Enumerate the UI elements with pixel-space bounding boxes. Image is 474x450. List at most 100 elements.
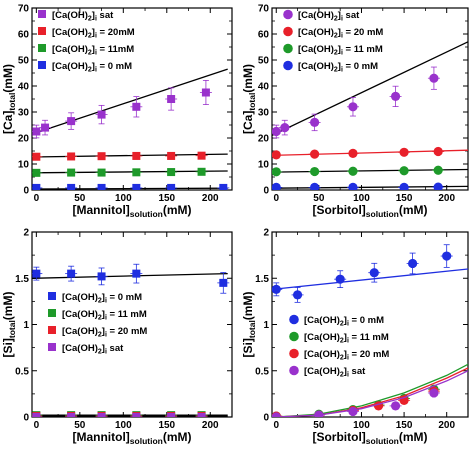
legend-label: [Ca(OH)2]i = 20 mM	[298, 27, 383, 40]
legend: [Ca(OH)2]i = 0 mM [Ca(OH)2]i = 11 mM [Ca(O…	[48, 292, 147, 356]
legend-label: [Ca(OH)2]i sat	[304, 366, 366, 379]
data-point	[348, 166, 358, 176]
legend-label: [Ca(OH)2]i sat	[298, 10, 360, 23]
legend-label: [Ca(OH)2]i = 20mM	[52, 27, 135, 40]
data-point	[67, 269, 76, 278]
data-point	[132, 102, 141, 111]
series-1	[32, 263, 230, 294]
data-point	[429, 73, 439, 83]
x-tick-label: 200	[438, 420, 455, 431]
series-1	[272, 244, 468, 303]
legend-label: [Ca(OH)2]i = 11 mM	[304, 332, 389, 345]
chart-panel-4: 0 0.5 1 1.5 2 0 50 100 150 200 [Sorbitol]solution(…	[241, 228, 469, 446]
y-tick-label: 20	[18, 134, 30, 145]
x-tick-label: 200	[202, 193, 219, 204]
legend-marker	[48, 326, 56, 334]
data-point	[67, 152, 76, 161]
x-tick-label: 0	[34, 420, 40, 431]
y-tick-label: 30	[258, 108, 270, 119]
series-3	[272, 165, 468, 177]
fit-line	[32, 170, 228, 174]
data-point	[97, 152, 106, 161]
y-tick-label: 20	[258, 134, 270, 145]
data-point	[197, 413, 206, 417]
data-point	[167, 168, 176, 177]
y-tick-label: 40	[258, 82, 270, 93]
data-point	[310, 166, 320, 177]
x-tick-label: 200	[438, 193, 455, 204]
legend-marker	[38, 61, 46, 69]
data-point	[132, 269, 141, 278]
data-point	[32, 269, 41, 278]
data-point	[197, 167, 206, 176]
data-point	[132, 168, 141, 177]
legend-label: [Ca(OH)2]i sat	[52, 10, 114, 23]
series-4	[272, 182, 468, 190]
series-1	[32, 68, 228, 139]
fit-line	[276, 370, 468, 417]
series-4	[32, 413, 228, 417]
legend-marker	[38, 44, 46, 52]
data-point	[442, 251, 452, 261]
data-point	[369, 268, 379, 278]
x-tick-label: 50	[313, 193, 325, 204]
x-tick-label: 50	[313, 420, 325, 431]
x-tick-label: 150	[158, 193, 175, 204]
plot-area	[272, 41, 468, 190]
data-point	[97, 272, 106, 281]
fit-line	[32, 68, 228, 135]
legend-marker	[38, 27, 46, 35]
legend-label: [Ca(OH)2]i = 0 mM	[62, 292, 142, 305]
legend-label: [Ca(OH)2]i sat	[62, 343, 124, 356]
legend-marker	[289, 331, 299, 342]
chart-panel-1: 0 10 20 30 40 50 60 70 0 50 100 150 200 [Mannitol]sol…	[1, 4, 233, 219]
data-point	[390, 401, 401, 411]
x-axis-label: [Sorbitol]solution(mM)	[312, 430, 427, 446]
data-point	[310, 182, 320, 190]
data-point	[32, 168, 41, 177]
x-tick-label: 150	[396, 193, 413, 204]
legend-label: [Ca(OH)2]i = 11 mM	[62, 309, 147, 322]
y-tick-label: 1	[263, 320, 269, 331]
data-point	[97, 183, 106, 190]
data-point	[399, 182, 409, 190]
data-point	[132, 183, 141, 190]
data-point	[32, 183, 41, 190]
data-point	[390, 91, 401, 101]
data-point	[272, 150, 281, 160]
legend: [Ca(OH)2]i sat [Ca(OH)2]i = 20 mM [Ca(OH)2…	[283, 9, 383, 74]
data-point	[272, 167, 281, 177]
data-point	[197, 151, 206, 160]
data-point	[67, 117, 76, 126]
y-tick-label: 2	[23, 228, 29, 239]
chart-panel-3: 0 0.5 1 1.5 2 0 50 100 150 200 [Mannitol]solution(…	[1, 228, 233, 446]
legend-label: [Ca(OH)2]i = 11mM	[52, 44, 134, 57]
data-point	[97, 413, 106, 417]
data-point	[67, 413, 76, 417]
y-tick-label: 70	[258, 4, 270, 15]
x-axis-label: [Mannitol]solution(mM)	[72, 203, 191, 219]
y-tick-label: 40	[18, 82, 30, 93]
y-tick-label: 10	[258, 160, 270, 171]
legend-label: [Ca(OH)2]i = 0 mM	[52, 61, 132, 74]
y-tick-label: 0	[23, 186, 29, 197]
fit-line	[272, 41, 468, 136]
data-point	[97, 168, 106, 177]
data-point	[67, 183, 76, 190]
data-point	[167, 151, 176, 160]
y-tick-label: 60	[18, 30, 30, 41]
y-tick-label: 50	[258, 56, 270, 67]
legend-marker	[283, 43, 293, 54]
series-2	[32, 151, 228, 161]
data-point	[373, 401, 384, 411]
data-point	[433, 146, 443, 157]
chart-panel-2: 0 10 20 30 40 50 60 70 0 50 100 150 200 [Sorbitol]sol…	[241, 4, 469, 219]
legend-marker	[289, 365, 299, 376]
legend-label: [Ca(OH)2]i = 0 mM	[304, 315, 384, 328]
data-point	[41, 123, 50, 132]
x-tick-label: 150	[158, 420, 175, 431]
y-tick-label: 70	[18, 4, 30, 15]
data-point	[272, 182, 281, 190]
x-tick-label: 50	[74, 420, 86, 431]
data-point	[429, 388, 439, 398]
